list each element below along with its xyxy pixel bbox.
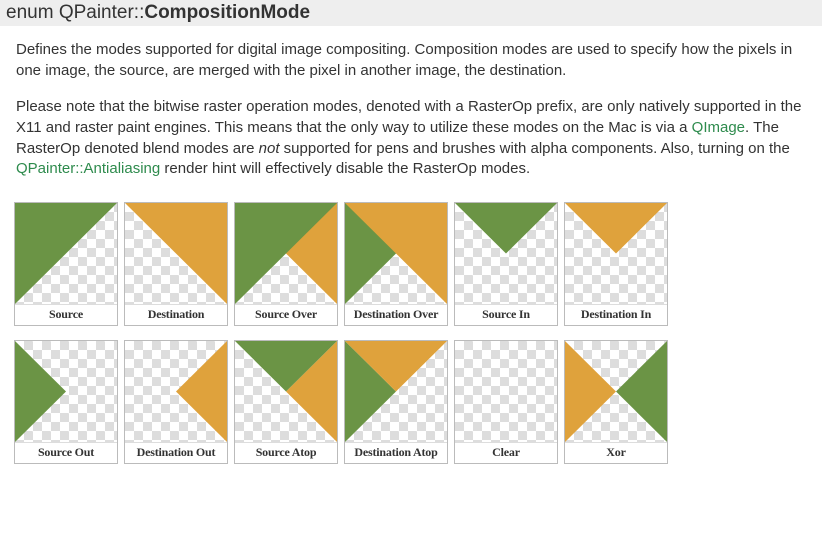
para2-em: not: [259, 140, 280, 157]
tile-image: [345, 203, 447, 304]
composition-svg: [565, 341, 667, 442]
tile-caption: Destination: [125, 304, 227, 325]
composition-gallery: Source Destination Source Over: [0, 200, 822, 488]
composition-svg: [345, 341, 447, 442]
tile-caption: Source In: [455, 304, 557, 325]
gallery-row-1: Source Destination Source Over: [14, 202, 812, 326]
tile-caption: Destination Atop: [345, 442, 447, 463]
para2-text-c: supported for pens and brushes with alph…: [280, 140, 790, 157]
keyword-enum: enum: [6, 2, 54, 23]
tile-sourceout: Source Out: [14, 340, 118, 464]
description-para-2: Please note that the bitwise raster oper…: [16, 97, 806, 180]
tile-image: [345, 341, 447, 442]
tile-image: [15, 341, 117, 442]
tile-image: [235, 203, 337, 304]
tile-caption: Clear: [455, 442, 557, 463]
tile-caption: Destination Over: [345, 304, 447, 325]
tile-caption: Source Out: [15, 442, 117, 463]
tile-image: [125, 203, 227, 304]
tile-source: Source: [14, 202, 118, 326]
para2-text-d: render hint will effectively disable the…: [160, 160, 530, 177]
type-name: CompositionMode: [144, 2, 310, 23]
tile-sourceatop: Source Atop: [234, 340, 338, 464]
tile-image: [565, 341, 667, 442]
tile-destinationover: Destination Over: [344, 202, 448, 326]
tile-destinationin: Destination In: [564, 202, 668, 326]
composition-svg: [235, 203, 337, 304]
gallery-row-2: Source Out Destination Out Source Atop: [14, 340, 812, 464]
tile-destinationout: Destination Out: [124, 340, 228, 464]
tile-sourceover: Source Over: [234, 202, 338, 326]
composition-svg: [15, 203, 117, 304]
tile-xor: Xor: [564, 340, 668, 464]
tile-image: [235, 341, 337, 442]
tile-image: [455, 203, 557, 304]
tile-caption: Source Over: [235, 304, 337, 325]
composition-svg: [345, 203, 447, 304]
tile-destination: Destination: [124, 202, 228, 326]
tile-image: [15, 203, 117, 304]
composition-svg: [125, 341, 227, 442]
tile-caption: Destination Out: [125, 442, 227, 463]
tile-destinationatop: Destination Atop: [344, 340, 448, 464]
tile-image: [455, 341, 557, 442]
composition-svg: [455, 203, 557, 304]
link-qimage[interactable]: QImage: [692, 119, 745, 136]
tile-image: [565, 203, 667, 304]
tile-caption: Source Atop: [235, 442, 337, 463]
description-block: Defines the modes supported for digital …: [0, 26, 822, 200]
para2-text-a: Please note that the bitwise raster oper…: [16, 98, 801, 136]
tile-sourcein: Source In: [454, 202, 558, 326]
link-antialiasing[interactable]: QPainter::Antialiasing: [16, 160, 160, 177]
tile-caption: Xor: [565, 442, 667, 463]
tile-image: [125, 341, 227, 442]
tile-caption: Destination In: [565, 304, 667, 325]
tile-clear: Clear: [454, 340, 558, 464]
checker-icon: [455, 341, 557, 442]
composition-svg: [235, 341, 337, 442]
scope-label: QPainter::: [59, 2, 145, 23]
composition-svg: [15, 341, 117, 442]
description-para-1: Defines the modes supported for digital …: [16, 40, 806, 81]
composition-svg: [565, 203, 667, 304]
tile-caption: Source: [15, 304, 117, 325]
composition-svg: [125, 203, 227, 304]
enum-header: enum QPainter::CompositionMode: [0, 0, 822, 26]
